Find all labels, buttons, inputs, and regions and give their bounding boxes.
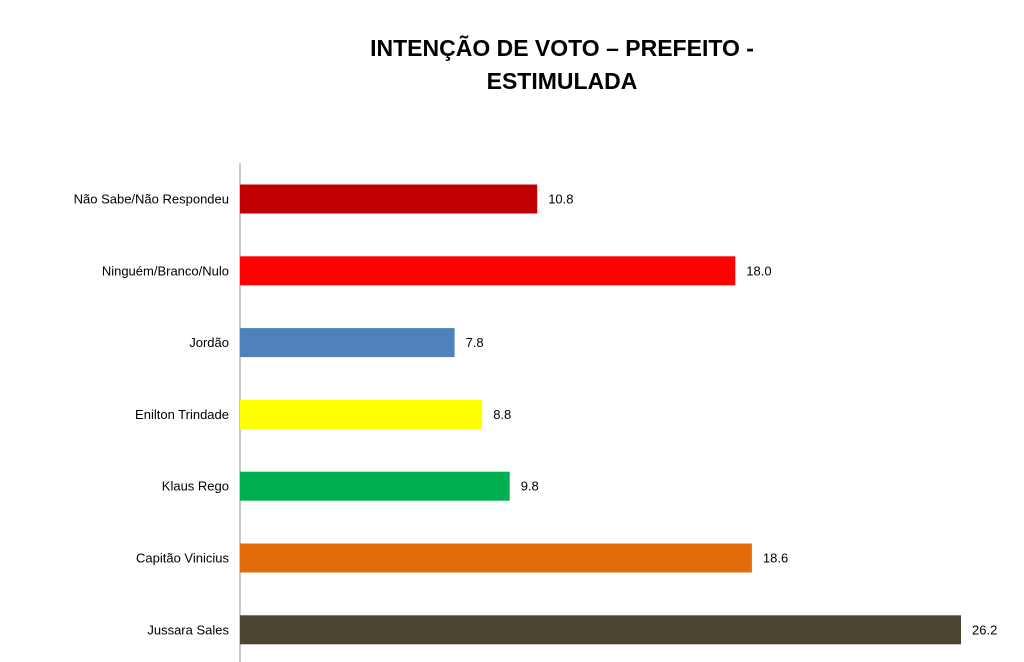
bar (240, 399, 483, 429)
value-label: 18.6 (763, 551, 788, 566)
value-label: 10.8 (548, 192, 573, 207)
bar (240, 184, 538, 214)
category-label: Jordão (189, 335, 229, 350)
value-label: 26.2 (972, 622, 997, 637)
category-label: Não Sabe/Não Respondeu (74, 192, 229, 207)
chart-title-line-1: INTENÇÃO DE VOTO – PREFEITO - (370, 35, 754, 61)
chart-title: INTENÇÃO DE VOTO – PREFEITO - ESTIMULADA (262, 32, 862, 98)
bars-layer: Não Sabe/Não Respondeu 10.8 Ninguém/Branco… (74, 184, 997, 645)
category-label: Ninguém/Branco/Nulo (102, 263, 229, 278)
category-label: Enilton Trindade (135, 407, 229, 422)
bar (240, 471, 510, 501)
category-label: Klaus Rego (162, 479, 229, 494)
chart-title-line-2: ESTIMULADA (486, 68, 638, 94)
bar (240, 256, 736, 286)
value-label: 18.0 (746, 263, 771, 278)
category-label: Capitão Vinicius (136, 551, 229, 566)
bar (240, 615, 961, 645)
bar (240, 543, 752, 573)
value-label: 7.8 (466, 335, 484, 350)
bar (240, 328, 455, 358)
value-label: 9.8 (521, 479, 539, 494)
category-label: Jussara Sales (147, 622, 229, 637)
value-label: 8.8 (493, 407, 511, 422)
